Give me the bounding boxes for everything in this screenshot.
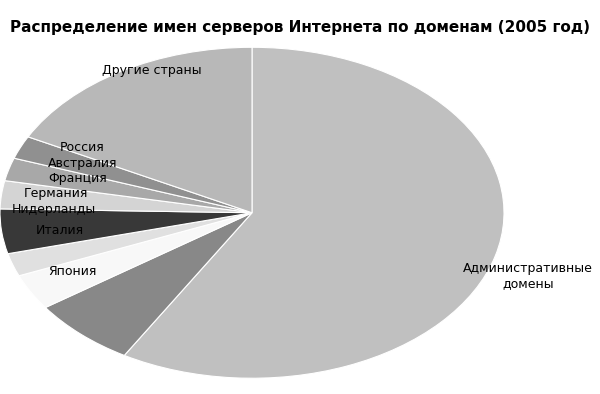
Text: Франция: Франция bbox=[48, 172, 107, 184]
Text: Административные
домены: Административные домены bbox=[463, 262, 593, 290]
Wedge shape bbox=[0, 209, 252, 254]
Wedge shape bbox=[124, 47, 504, 378]
Wedge shape bbox=[0, 180, 252, 213]
Wedge shape bbox=[28, 47, 252, 213]
Text: Германия: Германия bbox=[24, 188, 88, 200]
Text: Другие страны: Другие страны bbox=[102, 65, 202, 77]
Wedge shape bbox=[14, 137, 252, 213]
Text: Нидерланды: Нидерланды bbox=[12, 203, 96, 216]
Wedge shape bbox=[8, 213, 252, 276]
Wedge shape bbox=[5, 158, 252, 213]
Text: Италия: Италия bbox=[36, 224, 84, 237]
Wedge shape bbox=[46, 213, 252, 355]
Text: Австралия: Австралия bbox=[48, 157, 118, 170]
Text: Распределение имен серверов Интернета по доменам (2005 год): Распределение имен серверов Интернета по… bbox=[10, 20, 590, 35]
Wedge shape bbox=[19, 213, 252, 307]
Text: Россия: Россия bbox=[60, 141, 105, 154]
Text: Япония: Япония bbox=[48, 266, 97, 278]
